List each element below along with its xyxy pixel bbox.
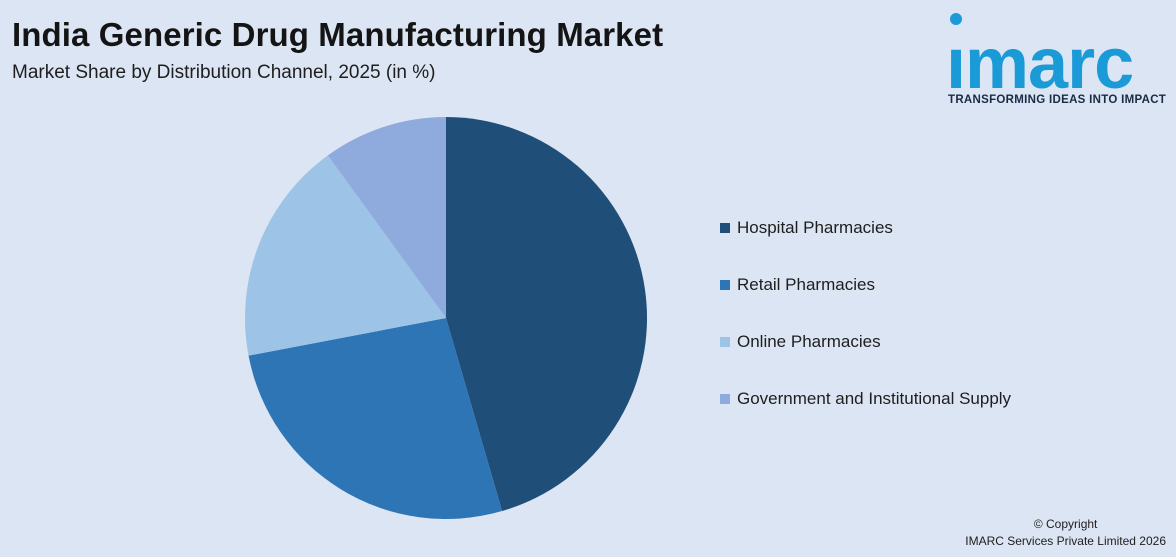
- logo-dot: [950, 13, 962, 25]
- chart-subtitle: Market Share by Distribution Channel, 20…: [12, 62, 436, 83]
- pie-slice-hospital-pharmacies: [446, 117, 648, 512]
- legend-swatch: [720, 280, 730, 290]
- chart-legend: Hospital Pharmacies Retail Pharmacies On…: [720, 216, 1011, 444]
- chart-title: India Generic Drug Manufacturing Market: [12, 16, 664, 53]
- legend-label: Online Pharmacies: [737, 332, 881, 351]
- legend-swatch: [720, 394, 730, 404]
- logo-tagline: TRANSFORMING IDEAS INTO IMPACT: [948, 94, 1167, 106]
- copyright-owner: IMARC Services Private Limited 2026: [965, 534, 1166, 548]
- legend-item-online-pharmacies: Online Pharmacies: [720, 330, 1011, 354]
- imarc-logo: ımarc TRANSFORMING IDEAS INTO IMPACT: [940, 10, 1172, 110]
- logo-wordmark: ımarc: [946, 24, 1134, 104]
- pie-slice-online-pharmacies: [245, 155, 446, 356]
- legend-label: Hospital Pharmacies: [737, 218, 893, 237]
- legend-item-hospital-pharmacies: Hospital Pharmacies: [720, 216, 1011, 240]
- pie-slice-retail-pharmacies: [248, 318, 503, 520]
- pie-slice-government-and-institutional-supply: [327, 117, 446, 318]
- legend-swatch: [720, 223, 730, 233]
- legend-item-retail-pharmacies: Retail Pharmacies: [720, 273, 1011, 297]
- legend-label: Retail Pharmacies: [737, 275, 875, 294]
- legend-item-government-institutional-supply: Government and Institutional Supply: [720, 387, 1011, 411]
- legend-swatch: [720, 337, 730, 347]
- copyright-notice: © Copyright IMARC Services Private Limit…: [965, 516, 1166, 550]
- legend-label: Government and Institutional Supply: [737, 389, 1012, 408]
- copyright-line: © Copyright: [1033, 517, 1098, 531]
